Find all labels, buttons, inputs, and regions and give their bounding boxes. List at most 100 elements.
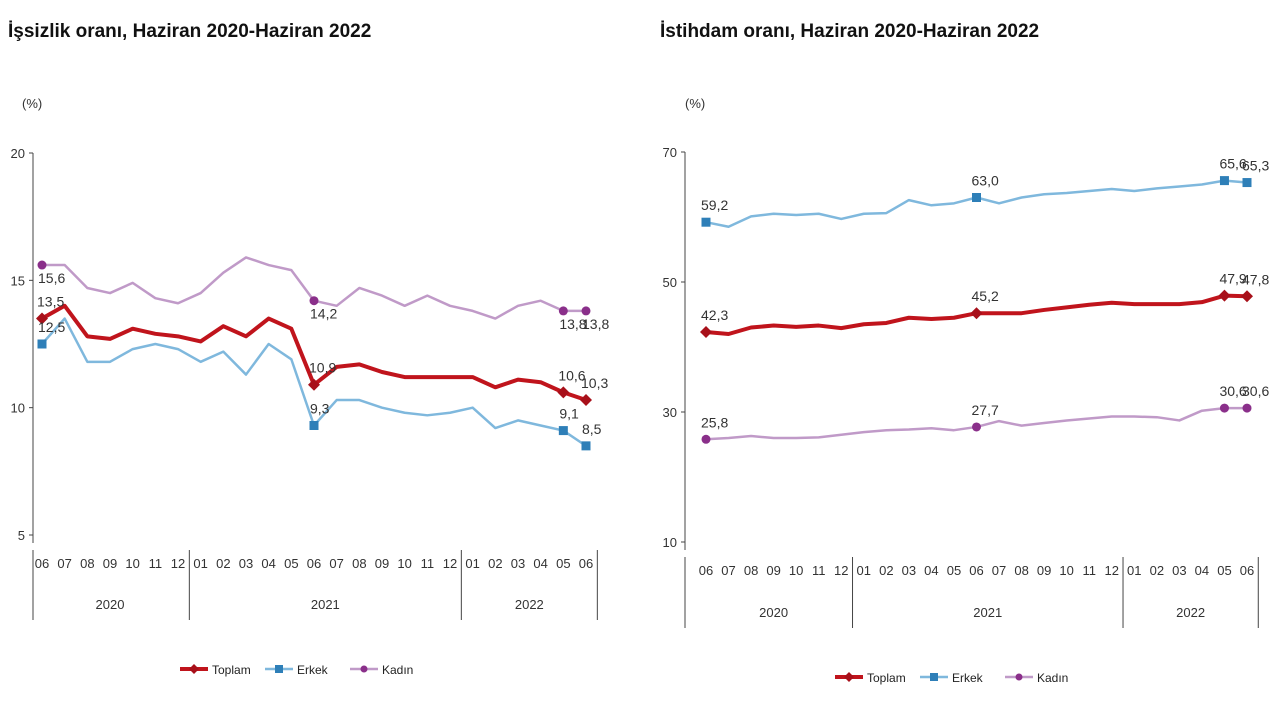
data-label: 15,6 <box>38 270 65 286</box>
x-tick-label: 01 <box>193 556 207 571</box>
x-tick-label: 10 <box>397 556 411 571</box>
legend-marker <box>930 673 938 681</box>
x-tick-label: 01 <box>857 563 871 578</box>
x-tick-label: 03 <box>902 563 916 578</box>
x-tick-label: 05 <box>556 556 570 571</box>
data-label: 65,3 <box>1242 158 1269 174</box>
data-label: 9,1 <box>559 406 579 422</box>
y-tick-label: 15 <box>11 273 25 288</box>
x-tick-label: 11 <box>149 556 163 571</box>
data-point-marker <box>581 441 591 451</box>
data-point-marker <box>972 422 981 432</box>
legend-marker <box>189 664 199 674</box>
x-tick-label: 12 <box>443 556 457 571</box>
data-label: 9,3 <box>310 400 330 416</box>
chart-title: İşsizlik oranı, Haziran 2020-Haziran 202… <box>8 21 371 42</box>
x-tick-label: 02 <box>879 563 893 578</box>
x-tick-label: 07 <box>992 563 1006 578</box>
x-tick-label: 11 <box>812 563 826 578</box>
data-label: 14,2 <box>310 306 337 322</box>
legend-label: Toplam <box>867 671 906 685</box>
y-tick-label: 10 <box>663 535 677 550</box>
year-label: 2022 <box>515 597 544 612</box>
legend-marker <box>844 672 854 682</box>
data-point-marker <box>558 306 568 316</box>
year-label: 2020 <box>759 605 788 620</box>
data-point-marker <box>1241 290 1253 303</box>
x-tick-label: 07 <box>329 556 343 571</box>
data-label: 10,9 <box>309 360 336 376</box>
x-tick-label: 02 <box>216 556 230 571</box>
x-tick-label: 02 <box>488 556 502 571</box>
x-tick-label: 04 <box>533 556 547 571</box>
x-tick-label: 12 <box>1105 563 1119 578</box>
x-tick-label: 05 <box>947 563 961 578</box>
data-label: 13,8 <box>582 316 609 332</box>
x-tick-label: 07 <box>721 563 735 578</box>
x-tick-label: 08 <box>80 556 94 571</box>
x-tick-label: 12 <box>834 563 848 578</box>
data-label: 13,5 <box>37 294 64 310</box>
x-tick-label: 11 <box>421 556 435 571</box>
x-tick-label: 01 <box>1127 563 1141 578</box>
y-axis-unit: (%) <box>685 96 705 111</box>
x-tick-label: 01 <box>465 556 479 571</box>
data-point-marker <box>309 296 319 306</box>
x-tick-label: 10 <box>1059 563 1073 578</box>
chart-title: İstihdam oranı, Haziran 2020-Haziran 202… <box>660 21 1039 42</box>
x-tick-label: 05 <box>1217 563 1231 578</box>
data-label: 47,8 <box>1242 271 1269 287</box>
x-tick-label: 06 <box>579 556 593 571</box>
y-axis-unit: (%) <box>22 96 42 111</box>
year-label: 2022 <box>1176 605 1205 620</box>
data-label: 63,0 <box>972 173 999 189</box>
x-tick-label: 09 <box>766 563 780 578</box>
year-label: 2021 <box>973 605 1002 620</box>
data-label: 12,5 <box>38 319 65 335</box>
data-point-marker <box>308 378 320 391</box>
x-tick-label: 08 <box>744 563 758 578</box>
x-tick-label: 10 <box>125 556 139 571</box>
legend-label: Kadın <box>382 663 413 677</box>
legend-label: Erkek <box>952 671 984 685</box>
legend-label: Toplam <box>212 663 251 677</box>
data-point-marker <box>701 434 711 444</box>
legend-label: Erkek <box>297 663 329 677</box>
data-label: 10,6 <box>558 367 585 383</box>
data-label: 25,8 <box>701 414 728 430</box>
y-tick-label: 10 <box>11 401 25 416</box>
x-tick-label: 06 <box>1240 563 1254 578</box>
data-label: 65,6 <box>1219 156 1246 172</box>
x-tick-label: 04 <box>261 556 275 571</box>
x-tick-label: 08 <box>352 556 366 571</box>
x-tick-label: 08 <box>1014 563 1028 578</box>
x-tick-label: 06 <box>699 563 713 578</box>
data-label: 59,2 <box>701 197 728 213</box>
x-tick-label: 02 <box>1150 563 1164 578</box>
data-point-marker <box>972 193 981 202</box>
y-tick-label: 20 <box>11 146 25 161</box>
x-tick-label: 03 <box>1172 563 1186 578</box>
data-point-marker <box>1242 178 1252 188</box>
data-point-marker <box>37 260 47 270</box>
y-tick-label: 5 <box>18 528 25 543</box>
data-label: 42,3 <box>701 307 728 323</box>
data-point-marker <box>557 386 570 399</box>
year-label: 2020 <box>96 597 125 612</box>
x-tick-label: 03 <box>511 556 525 571</box>
data-point-marker <box>581 306 591 316</box>
data-point-marker <box>701 217 711 227</box>
x-tick-label: 04 <box>1195 563 1209 578</box>
data-point-marker <box>580 394 592 407</box>
data-point-marker <box>1218 289 1231 302</box>
x-tick-label: 10 <box>789 563 803 578</box>
chart-1: İşsizlik oranı, Haziran 2020-Haziran 202… <box>8 21 609 677</box>
data-point-marker <box>1242 403 1252 413</box>
data-label: 10,3 <box>581 375 608 391</box>
legend-marker <box>360 665 368 673</box>
x-tick-label: 09 <box>1037 563 1051 578</box>
data-point-marker <box>700 326 712 339</box>
legend-label: Kadın <box>1037 671 1068 685</box>
year-label: 2021 <box>311 597 340 612</box>
